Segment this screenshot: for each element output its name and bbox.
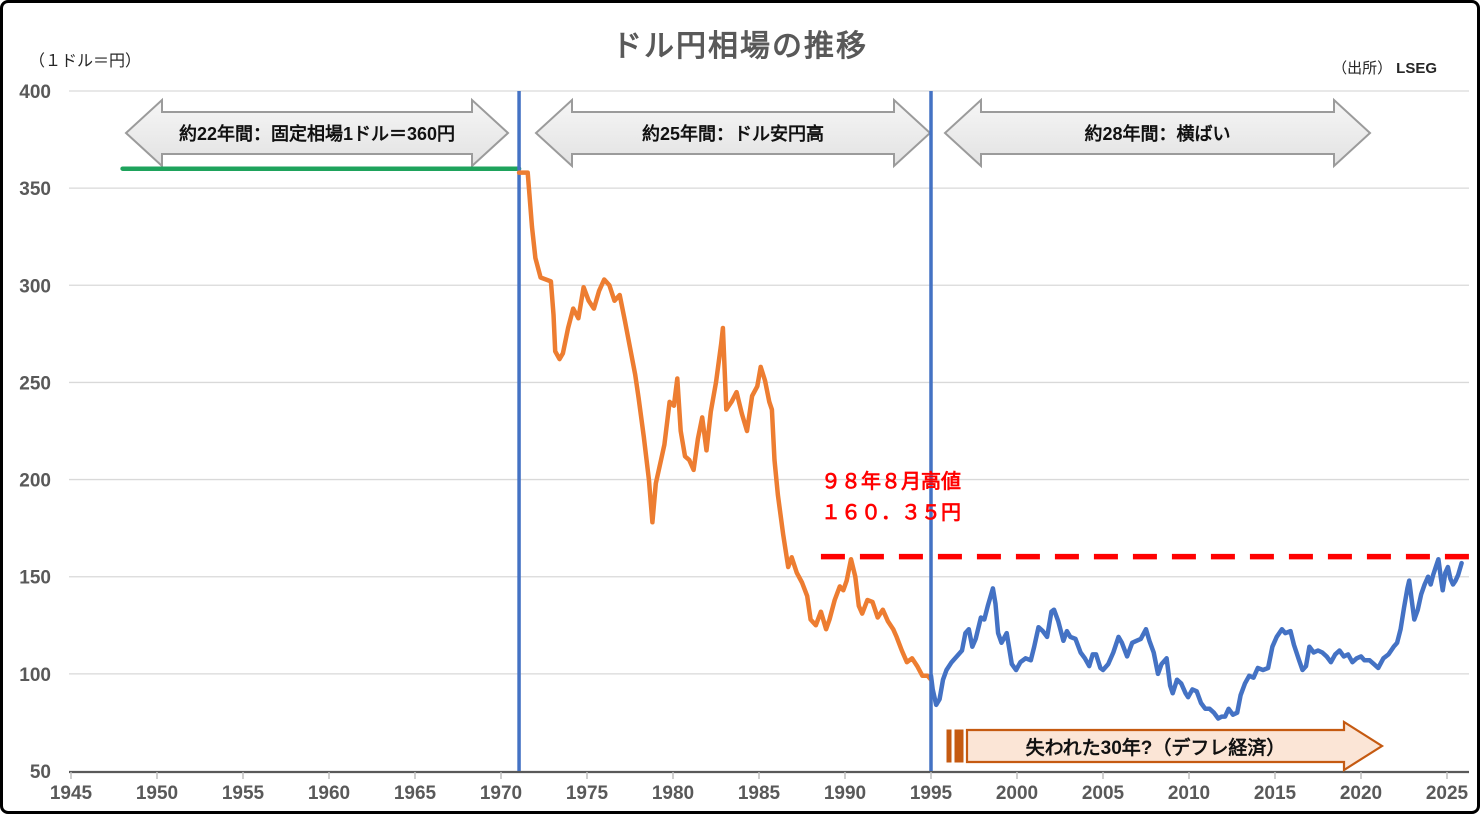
- x-tick-label: 2020: [1340, 783, 1382, 804]
- x-tick-label: 1975: [566, 783, 609, 804]
- high-value-annotation: ９８年８月高値 １６０．３５円: [821, 467, 961, 529]
- x-tick-label: 2025: [1426, 783, 1469, 804]
- y-tick-label: 200: [19, 471, 51, 492]
- lost30-banner-label: 失われた30年?（デフレ経済）: [1025, 737, 1286, 759]
- y-tick-label: 150: [19, 568, 51, 589]
- banner-label-fixed-rate: 約22年間：固定相場1ドル＝360円: [178, 124, 456, 144]
- x-tick-label: 1955: [222, 783, 265, 804]
- y-tick-label: 100: [19, 665, 51, 686]
- x-tick-label: 2015: [1254, 783, 1297, 804]
- lost30-arrow: [965, 720, 1385, 772]
- annotation-line2: １６０．３５円: [821, 502, 961, 524]
- x-tick-label: 1985: [738, 783, 781, 804]
- source-name: LSEG: [1396, 60, 1437, 77]
- dollar-yen-chart: 1945 1950 1955 1960 1965 1970 1975 1980 1985 1990…: [19, 82, 1469, 804]
- source-label: （出所） LSEG: [1332, 57, 1437, 78]
- annotation-line1: ９８年８月高値: [821, 471, 961, 493]
- y-tick-label: 300: [19, 276, 51, 297]
- x-tick-label: 2005: [1082, 783, 1125, 804]
- x-tick-label: 1965: [394, 783, 437, 804]
- x-tick-label: 1990: [824, 783, 866, 804]
- unit-label: （１ドル＝円）: [29, 53, 142, 70]
- period-banner-arrow-2: [943, 97, 1372, 169]
- banner-label-usd-down: 約25年間：ドル安円高: [641, 124, 825, 144]
- lost30-stripe-thin: [946, 729, 952, 763]
- x-tick-label: 2000: [996, 783, 1038, 804]
- period-banner-arrow-0: [124, 97, 510, 169]
- banner-label-sideways: 約28年間：横ばい: [1084, 124, 1231, 144]
- page-title: ドル円相場の推移: [612, 30, 868, 63]
- x-tick-label: 1970: [480, 783, 522, 804]
- usdjpy-line-1971-1995: [516, 170, 934, 682]
- x-tick-label: 1960: [308, 783, 350, 804]
- x-tick-label: 2010: [1168, 783, 1210, 804]
- x-tick-label: 1950: [136, 783, 178, 804]
- y-tick-label: 250: [19, 373, 51, 394]
- source-prefix: （出所）: [1332, 60, 1393, 77]
- usdjpy-line-1995-2026: [928, 556, 1464, 721]
- y-tick-label: 50: [30, 762, 51, 783]
- y-tick-label: 400: [19, 82, 51, 103]
- x-tick-label: 1945: [50, 783, 93, 804]
- lost30-stripe-thick: [954, 729, 964, 763]
- x-tick-label: 1995: [910, 783, 953, 804]
- x-tick-label: 1980: [652, 783, 694, 804]
- y-tick-label: 350: [19, 179, 51, 200]
